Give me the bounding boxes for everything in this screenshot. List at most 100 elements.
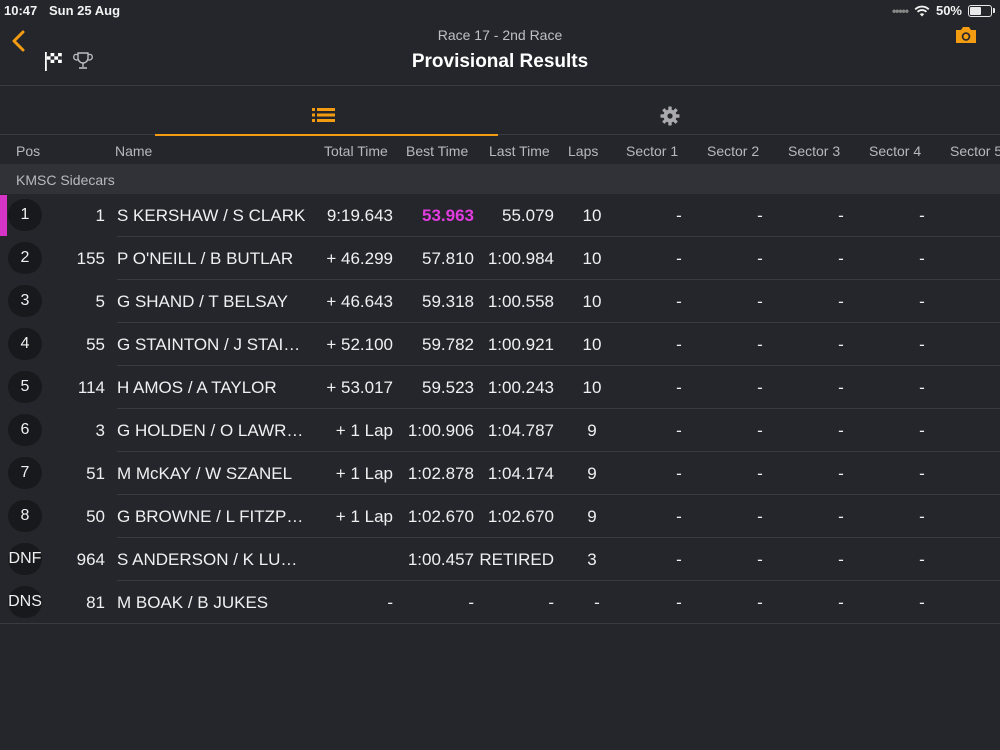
results-table: 1 1 S KERSHAW / S CLARK 9:19.643 53.963 … (0, 194, 1000, 624)
sector-4: - (919, 378, 925, 397)
tab-results-list[interactable] (155, 96, 498, 136)
position-badge: 5 (8, 371, 42, 403)
total-time: + 46.299 (326, 249, 393, 268)
last-time: 55.079 (502, 206, 554, 225)
rider-names: G BROWNE / L FITZP… (117, 507, 304, 526)
camera-icon[interactable] (954, 25, 978, 45)
back-chevron-icon[interactable] (8, 28, 30, 54)
total-time: + 53.017 (326, 378, 393, 397)
rider-names: G HOLDEN / O LAWR… (117, 421, 304, 440)
col-sector-1[interactable]: Sector 1 (626, 143, 679, 159)
table-row[interactable]: 3 5 G SHAND / T BELSAY + 46.643 59.318 1… (0, 280, 1000, 323)
position-badge: 7 (8, 457, 42, 489)
best-time: 59.523 (422, 378, 474, 397)
checkered-flag-icon[interactable] (42, 50, 64, 72)
table-row[interactable]: 8 50 G BROWNE / L FITZP… + 1 Lap 1:02.67… (0, 495, 1000, 538)
laps: 9 (587, 464, 597, 483)
status-date: Sun 25 Aug (49, 3, 121, 18)
sector-1: - (676, 464, 682, 483)
table-row[interactable]: 1 1 S KERSHAW / S CLARK 9:19.643 53.963 … (0, 194, 1000, 237)
race-number: 155 (76, 249, 105, 268)
sector-3: - (838, 421, 844, 440)
sector-2: - (757, 335, 763, 354)
best-time: 1:00.457 (407, 550, 474, 569)
col-sector-4[interactable]: Sector 4 (869, 143, 922, 159)
sector-2: - (757, 507, 763, 526)
table-row[interactable]: DNS 81 M BOAK / B JUKES - - - - - - - - (0, 581, 1000, 624)
laps: 10 (582, 335, 602, 354)
sector-3: - (838, 292, 844, 311)
sector-1: - (676, 335, 682, 354)
table-row[interactable]: 2 155 P O'NEILL / B BUTLAR + 46.299 57.8… (0, 237, 1000, 280)
sector-2: - (757, 550, 763, 569)
laps: 9 (587, 421, 597, 440)
position-badge: 3 (8, 285, 42, 317)
col-name[interactable]: Name (115, 143, 153, 159)
table-row[interactable]: 7 51 M McKAY / W SZANEL + 1 Lap 1:02.878… (0, 452, 1000, 495)
battery-icon (968, 4, 995, 17)
trophy-icon[interactable] (72, 50, 94, 72)
col-total-time[interactable]: Total Time (324, 143, 388, 159)
nav-header: Race 17 - 2nd Race Provisional Results (0, 20, 1000, 86)
col-sector-2[interactable]: Sector 2 (707, 143, 760, 159)
laps: - (594, 593, 600, 612)
position-badge: 8 (8, 500, 42, 532)
table-row[interactable]: 4 55 G STAINTON / J STAI… + 52.100 59.78… (0, 323, 1000, 366)
tab-settings[interactable] (498, 96, 841, 134)
sector-2: - (757, 421, 763, 440)
last-time: 1:00.558 (487, 292, 554, 311)
table-row[interactable]: 6 3 G HOLDEN / O LAWR… + 1 Lap 1:00.906 … (0, 409, 1000, 452)
sector-2: - (757, 249, 763, 268)
col-sector-5[interactable]: Sector 5 (950, 143, 1000, 159)
sector-2: - (757, 593, 763, 612)
last-time: RETIRED (479, 550, 554, 569)
last-time: 1:00.243 (487, 378, 554, 397)
col-laps[interactable]: Laps (568, 143, 599, 159)
page-title: Provisional Results (411, 51, 589, 72)
table-row[interactable]: 5 114 H AMOS / A TAYLOR + 53.017 59.523 … (0, 366, 1000, 409)
laps: 10 (582, 292, 602, 311)
sector-3: - (838, 249, 844, 268)
total-time: + 46.643 (326, 292, 393, 311)
best-time: 53.963 (422, 206, 474, 225)
sector-2: - (757, 464, 763, 483)
class-name: KMSC Sidecars (16, 172, 115, 188)
total-time: + 1 Lap (335, 464, 393, 483)
laps: 10 (582, 206, 602, 225)
rider-names: H AMOS / A TAYLOR (117, 378, 277, 397)
laps: 3 (587, 550, 597, 569)
rider-names: G SHAND / T BELSAY (117, 292, 289, 311)
sector-3: - (838, 378, 844, 397)
race-number: 55 (86, 335, 105, 354)
leader-indicator (0, 195, 7, 236)
sector-1: - (676, 292, 682, 311)
sector-3: - (838, 206, 844, 225)
sector-1: - (676, 550, 682, 569)
position-badge: DNS (8, 586, 42, 618)
last-time: 1:04.787 (487, 421, 554, 440)
sector-1: - (676, 507, 682, 526)
class-group-header: KMSC Sidecars (0, 164, 1000, 194)
rider-names: G STAINTON / J STAI… (117, 335, 301, 354)
sector-2: - (757, 378, 763, 397)
sector-4: - (919, 464, 925, 483)
table-row[interactable]: DNF 964 S ANDERSON / K LU… 1:00.457 RETI… (0, 538, 1000, 581)
sector-4: - (919, 249, 925, 268)
col-best-time[interactable]: Best Time (406, 143, 469, 159)
col-pos[interactable]: Pos (16, 143, 41, 159)
rider-names: M BOAK / B JUKES (117, 593, 269, 612)
sector-1: - (676, 249, 682, 268)
sector-3: - (838, 335, 844, 354)
col-sector-3[interactable]: Sector 3 (788, 143, 841, 159)
col-last-time[interactable]: Last Time (489, 143, 550, 159)
race-number: 964 (76, 550, 105, 569)
race-number: 114 (77, 378, 105, 397)
sector-1: - (676, 593, 682, 612)
last-time: 1:00.921 (487, 335, 554, 354)
wifi-icon (914, 5, 930, 16)
laps: 9 (587, 507, 597, 526)
sector-1: - (676, 378, 682, 397)
gear-icon (660, 106, 680, 126)
sector-1: - (676, 206, 682, 225)
total-time: + 1 Lap (335, 507, 393, 526)
